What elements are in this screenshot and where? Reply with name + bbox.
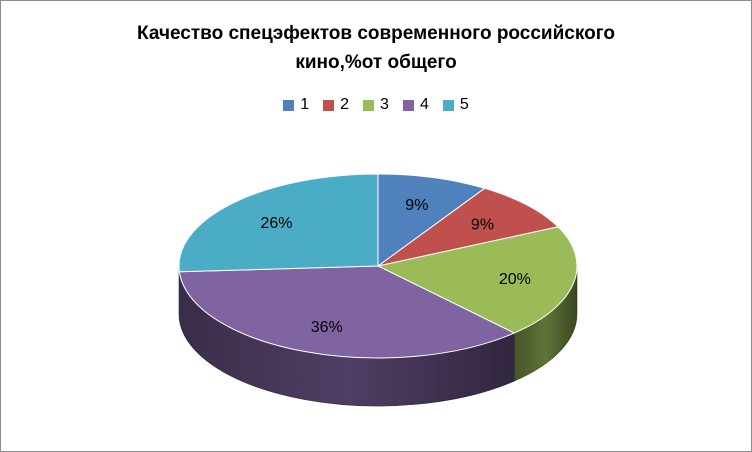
- legend-label-2: 2: [340, 96, 350, 113]
- legend-item-3: 3: [363, 96, 389, 114]
- legend-item-2: 2: [323, 96, 349, 114]
- legend-label-5: 5: [459, 96, 469, 113]
- legend: 1 2 3 4 5: [1, 96, 751, 114]
- legend-item-1: 1: [283, 96, 309, 114]
- chart-title: Качество спецэфектов современного россий…: [1, 19, 751, 77]
- slice-label-3: 20%: [499, 271, 531, 288]
- slice-label-5: 26%: [260, 215, 292, 232]
- legend-item-5: 5: [442, 96, 469, 114]
- legend-label-1: 1: [300, 96, 310, 113]
- legend-swatch-1: [283, 99, 295, 111]
- pie-slice-4: [178, 265, 516, 359]
- slice-label-2: 9%: [471, 216, 494, 233]
- legend-swatch-3: [363, 99, 375, 111]
- pie-slice-5: [178, 173, 379, 273]
- slice-labels: 9% 9% 20% 36% 26%: [260, 197, 530, 336]
- pie-slice-1: [377, 173, 486, 267]
- pie-slice-3: [376, 226, 578, 334]
- chart-title-line-2: кино,%от общего: [295, 52, 457, 73]
- pie-slice-2: [377, 187, 560, 267]
- legend-swatch-2: [323, 99, 335, 111]
- legend-swatch-5: [442, 99, 454, 111]
- legend-label-4: 4: [419, 96, 429, 113]
- slice-label-1: 9%: [405, 197, 428, 214]
- pie-top: [178, 173, 578, 359]
- legend-item-4: 4: [402, 96, 429, 114]
- legend-label-3: 3: [380, 96, 389, 113]
- chart-title-line-1: Качество спецэфектов современного россий…: [137, 23, 615, 44]
- legend-swatch-4: [402, 99, 414, 111]
- slice-label-4: 36%: [311, 319, 343, 336]
